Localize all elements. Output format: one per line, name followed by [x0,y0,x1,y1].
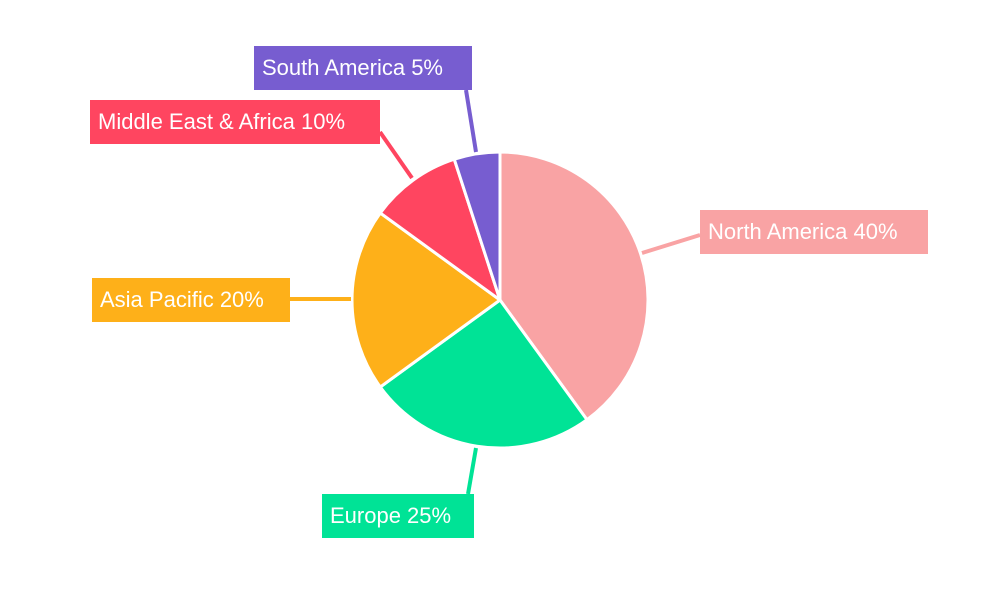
data-label: Asia Pacific 20% [92,278,290,322]
pie-slice-middle-east-africa[interactable] [378,157,502,302]
leader-line [641,233,701,255]
data-label: South America 5% [254,46,472,90]
data-label: North America 40% [700,210,928,254]
pie-slice-north-america[interactable] [498,150,650,422]
pie-slice-south-america[interactable] [452,150,502,302]
data-label: Middle East & Africa 10% [90,100,380,144]
leader-line [466,447,478,495]
pie-slice-europe[interactable] [378,298,589,450]
pie-slice-asia-pacific[interactable] [350,211,502,389]
data-label: Europe 25% [322,494,474,538]
leader-line [378,130,414,180]
leader-line [464,89,478,153]
